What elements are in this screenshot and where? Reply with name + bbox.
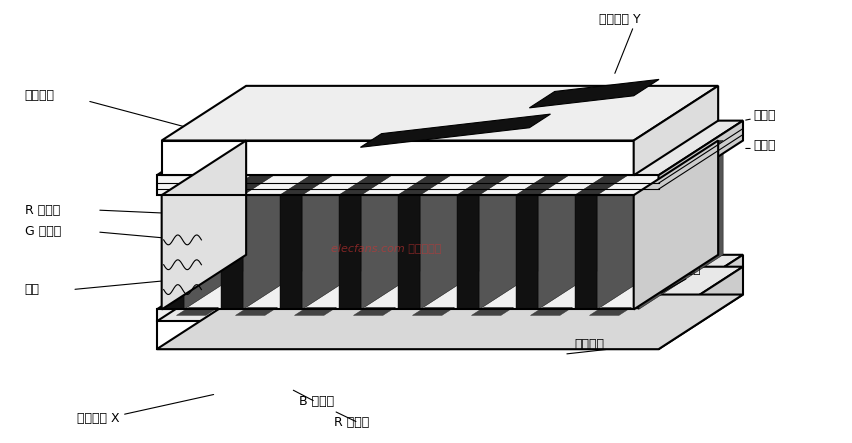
Polygon shape bbox=[633, 86, 717, 175]
Text: R 荧光粉: R 荧光粉 bbox=[333, 416, 368, 429]
Text: B 荧光粉: B 荧光粉 bbox=[298, 395, 333, 408]
Polygon shape bbox=[157, 255, 742, 310]
Polygon shape bbox=[633, 140, 717, 310]
Polygon shape bbox=[279, 140, 386, 195]
Polygon shape bbox=[162, 140, 633, 175]
Polygon shape bbox=[235, 307, 277, 315]
Polygon shape bbox=[456, 195, 479, 310]
Polygon shape bbox=[515, 140, 622, 195]
Text: elecfans.com 电子发烧友: elecfans.com 电子发烧友 bbox=[331, 243, 440, 253]
Text: 维持电极 Z: 维持电极 Z bbox=[310, 112, 358, 126]
Polygon shape bbox=[420, 140, 504, 310]
Text: 扫描电极 Y: 扫描电极 Y bbox=[598, 13, 640, 26]
Text: R 荧光粉: R 荧光粉 bbox=[25, 204, 60, 217]
Polygon shape bbox=[658, 120, 742, 195]
Text: 介质层: 介质层 bbox=[677, 263, 700, 276]
Polygon shape bbox=[221, 195, 243, 310]
Polygon shape bbox=[397, 195, 420, 310]
Polygon shape bbox=[162, 195, 184, 310]
Polygon shape bbox=[397, 140, 504, 195]
Polygon shape bbox=[162, 140, 268, 195]
Polygon shape bbox=[157, 310, 658, 321]
Polygon shape bbox=[157, 267, 742, 321]
Polygon shape bbox=[479, 140, 563, 310]
Text: 数据电极 X: 数据电极 X bbox=[78, 412, 119, 425]
Polygon shape bbox=[412, 307, 454, 315]
Polygon shape bbox=[279, 195, 302, 310]
Polygon shape bbox=[157, 321, 658, 349]
Polygon shape bbox=[338, 195, 360, 310]
Text: 前玻璃板: 前玻璃板 bbox=[25, 89, 55, 102]
Polygon shape bbox=[162, 140, 246, 310]
Polygon shape bbox=[243, 140, 327, 310]
Polygon shape bbox=[353, 307, 395, 315]
Polygon shape bbox=[515, 195, 538, 310]
Polygon shape bbox=[176, 307, 218, 315]
Polygon shape bbox=[538, 140, 622, 310]
Polygon shape bbox=[157, 295, 742, 349]
Polygon shape bbox=[633, 140, 722, 195]
Polygon shape bbox=[302, 140, 386, 310]
Polygon shape bbox=[596, 140, 681, 310]
Text: 后玻璃板: 后玻璃板 bbox=[573, 338, 603, 351]
Polygon shape bbox=[574, 195, 596, 310]
Polygon shape bbox=[184, 140, 268, 310]
Polygon shape bbox=[157, 175, 658, 195]
Polygon shape bbox=[338, 140, 445, 195]
Text: 障壁: 障壁 bbox=[25, 283, 39, 296]
Polygon shape bbox=[360, 114, 550, 148]
Polygon shape bbox=[162, 86, 717, 140]
Polygon shape bbox=[471, 307, 513, 315]
Polygon shape bbox=[360, 140, 445, 310]
Text: G 荧光粉: G 荧光粉 bbox=[25, 225, 60, 238]
Polygon shape bbox=[658, 267, 742, 349]
Polygon shape bbox=[574, 140, 681, 195]
Polygon shape bbox=[221, 140, 327, 195]
Polygon shape bbox=[638, 140, 722, 310]
Polygon shape bbox=[294, 307, 337, 315]
Text: 保护层: 保护层 bbox=[752, 139, 774, 152]
Polygon shape bbox=[530, 307, 572, 315]
Polygon shape bbox=[589, 307, 630, 315]
Text: 介质层: 介质层 bbox=[752, 109, 774, 122]
Polygon shape bbox=[456, 140, 563, 195]
Polygon shape bbox=[633, 195, 638, 310]
Polygon shape bbox=[162, 195, 633, 310]
Polygon shape bbox=[529, 79, 659, 108]
Polygon shape bbox=[157, 120, 742, 175]
Polygon shape bbox=[658, 255, 742, 321]
